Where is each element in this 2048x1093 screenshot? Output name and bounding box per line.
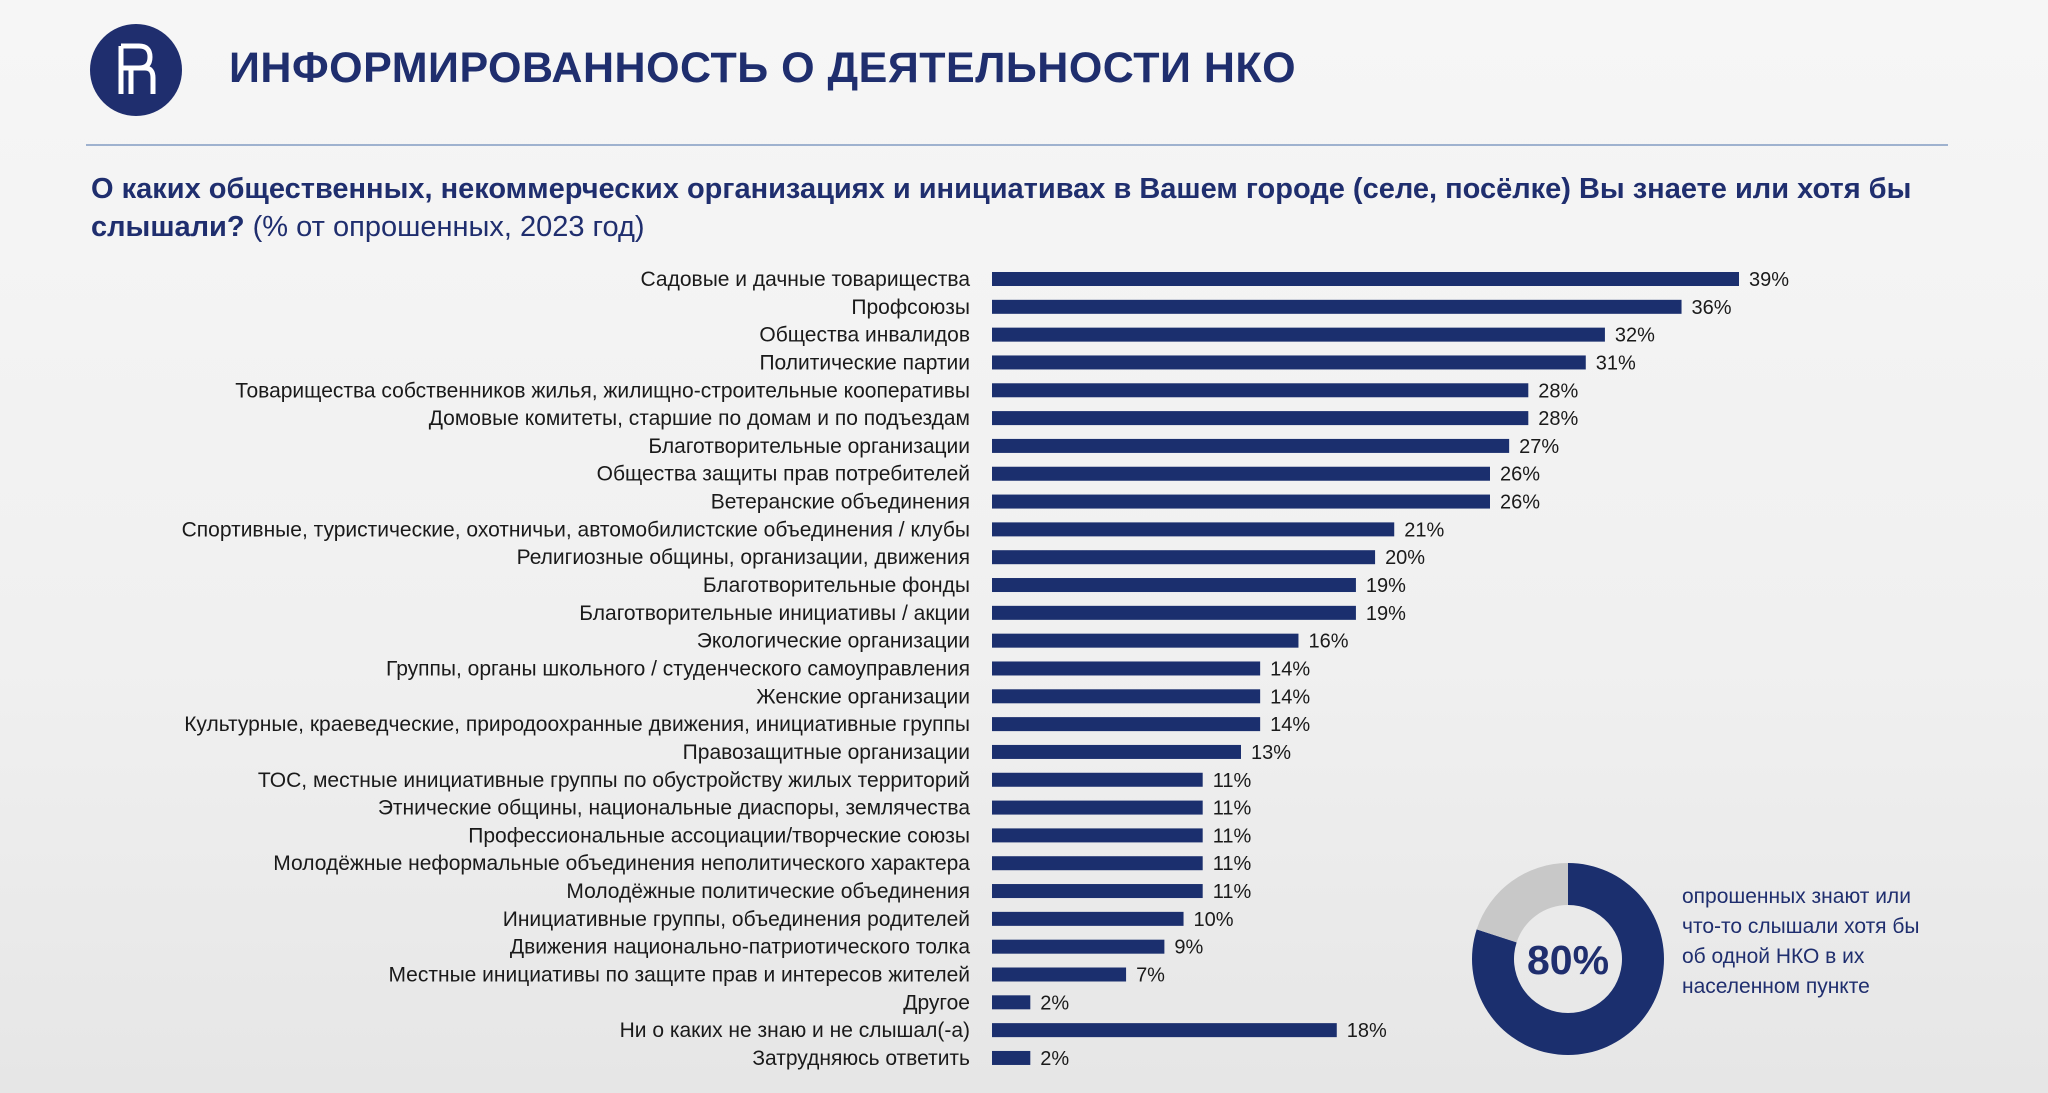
- bar-category-label: Местные инициативы по защите прав и инте…: [388, 964, 970, 987]
- donut-slice: [1472, 863, 1664, 1055]
- bar: [992, 772, 1203, 787]
- bar: [992, 438, 1510, 453]
- bar-value-label: 9%: [1174, 937, 1203, 959]
- bar-category-label: Благотворительные фонды: [703, 574, 970, 597]
- bar: [992, 884, 1203, 899]
- title-divider: [86, 144, 1948, 146]
- bar: [992, 911, 1184, 926]
- bar-category-label: Религиозные общины, организации, движени…: [517, 546, 970, 569]
- donut-slice: [1476, 863, 1568, 943]
- slide-title: ИНФОРМИРОВАННОСТЬ О ДЕЯТЕЛЬНОСТИ НКО: [229, 44, 1297, 92]
- bar-category-label: Культурные, краеведческие, природоохранн…: [184, 713, 970, 736]
- bar-value-label: 18%: [1347, 1020, 1387, 1042]
- bar-category-label: Этнические общины, национальные диаспоры…: [378, 797, 971, 820]
- bar-category-label: Профсоюзы: [851, 296, 970, 319]
- survey-question-note: (% от опрошенных, 2023 год): [244, 211, 645, 243]
- bar-category-label: Другое: [903, 991, 970, 1014]
- bar-value-label: 31%: [1596, 352, 1636, 374]
- bar-category-label: Женские организации: [756, 685, 970, 708]
- bar-value-label: 39%: [1749, 269, 1789, 291]
- bar-value-label: 7%: [1136, 965, 1165, 987]
- bar-value-label: 28%: [1538, 408, 1578, 430]
- bar-value-label: 26%: [1500, 464, 1540, 486]
- bar-value-label: 20%: [1385, 547, 1425, 569]
- bar: [992, 717, 1261, 732]
- bar-category-label: Ветеранские объединения: [711, 491, 970, 514]
- bar: [992, 299, 1682, 314]
- bar-value-label: 36%: [1692, 297, 1732, 319]
- bar-value-label: 11%: [1213, 853, 1252, 875]
- bar-value-label: 14%: [1270, 686, 1310, 708]
- bar: [992, 856, 1203, 871]
- survey-question: О каких общественных, некоммерческих орг…: [91, 170, 1951, 246]
- donut-caption: опрошенных знают или что-то слышали хотя…: [1682, 885, 1920, 998]
- bar-value-label: 11%: [1213, 770, 1252, 792]
- bar-category-label: ТОС, местные инициативные группы по обус…: [258, 769, 970, 792]
- donut-center-value: 80%: [1527, 937, 1609, 983]
- bar: [992, 494, 1490, 509]
- bar-category-label: Спортивные, туристические, охотничьи, ав…: [182, 518, 970, 541]
- bar: [992, 578, 1356, 593]
- bar: [992, 550, 1376, 565]
- bar-value-label: 19%: [1366, 575, 1406, 597]
- bar-value-label: 16%: [1308, 631, 1348, 653]
- bar: [992, 1050, 1031, 1065]
- bar-value-label: 2%: [1040, 1048, 1069, 1070]
- bar-value-label: 14%: [1270, 714, 1310, 736]
- bar-value-label: 13%: [1251, 742, 1291, 764]
- bar-category-label: Садовые и дачные товарищества: [641, 268, 971, 291]
- bar: [992, 967, 1127, 982]
- bar: [992, 661, 1261, 676]
- bar: [992, 466, 1490, 481]
- bar: [992, 689, 1261, 704]
- bar-category-label: Группы, органы школьного / студенческого…: [386, 657, 970, 680]
- bar: [992, 411, 1529, 426]
- bar-category-label: Товарищества собственников жилья, жилищн…: [235, 379, 970, 402]
- bar: [992, 327, 1605, 342]
- bar-category-label: Молодёжные политические объединения: [566, 880, 970, 903]
- bar-value-label: 21%: [1404, 519, 1444, 541]
- bar-category-label: Общества защиты прав потребителей: [597, 463, 970, 486]
- bar: [992, 355, 1586, 370]
- bar-value-label: 11%: [1213, 825, 1252, 847]
- bar-category-label: Движения национально-патриотического тол…: [510, 936, 970, 959]
- bar-category-label: Общества инвалидов: [759, 324, 970, 347]
- bar: [992, 939, 1165, 954]
- bar-value-label: 11%: [1213, 881, 1252, 903]
- bar-value-label: 19%: [1366, 603, 1406, 625]
- bar-category-label: Ни о каких не знаю и не слышал(-а): [620, 1019, 970, 1042]
- bar-value-label: 32%: [1615, 325, 1655, 347]
- bar-category-label: Благотворительные инициативы / акции: [579, 602, 970, 625]
- bar: [992, 800, 1203, 815]
- bar-value-label: 26%: [1500, 492, 1540, 514]
- bar: [992, 522, 1395, 537]
- bar-value-label: 14%: [1270, 658, 1310, 680]
- bar: [992, 272, 1739, 286]
- bar: [992, 383, 1529, 398]
- bar-value-label: 10%: [1194, 909, 1234, 931]
- survey-question-main: О каких общественных, некоммерческих орг…: [91, 173, 1912, 243]
- bar-value-label: 28%: [1538, 380, 1578, 402]
- bar-category-label: Экологические организации: [697, 630, 970, 653]
- bar-category-label: Домовые комитеты, старшие по домам и по …: [429, 407, 970, 430]
- bar: [992, 1023, 1337, 1038]
- bar-value-label: 2%: [1040, 992, 1069, 1014]
- bar-category-label: Правозащитные организации: [683, 741, 970, 764]
- bar-value-label: 11%: [1213, 798, 1252, 820]
- bar: [992, 744, 1241, 759]
- bar-category-label: Профессиональные ассоциации/творческие с…: [468, 824, 970, 847]
- bar: [992, 633, 1299, 648]
- bar-category-label: Молодёжные неформальные объединения непо…: [273, 852, 970, 875]
- hse-logo-icon: [90, 24, 182, 116]
- bar: [992, 828, 1203, 843]
- bar: [992, 605, 1356, 620]
- bar-category-label: Благотворительные организации: [648, 435, 970, 458]
- bar-category-label: Затрудняюсь ответить: [752, 1047, 970, 1070]
- bar-category-label: Инициативные группы, объединения родител…: [503, 908, 970, 931]
- bar-category-label: Политические партии: [759, 351, 970, 374]
- bar-value-label: 27%: [1519, 436, 1559, 458]
- bar: [992, 995, 1031, 1010]
